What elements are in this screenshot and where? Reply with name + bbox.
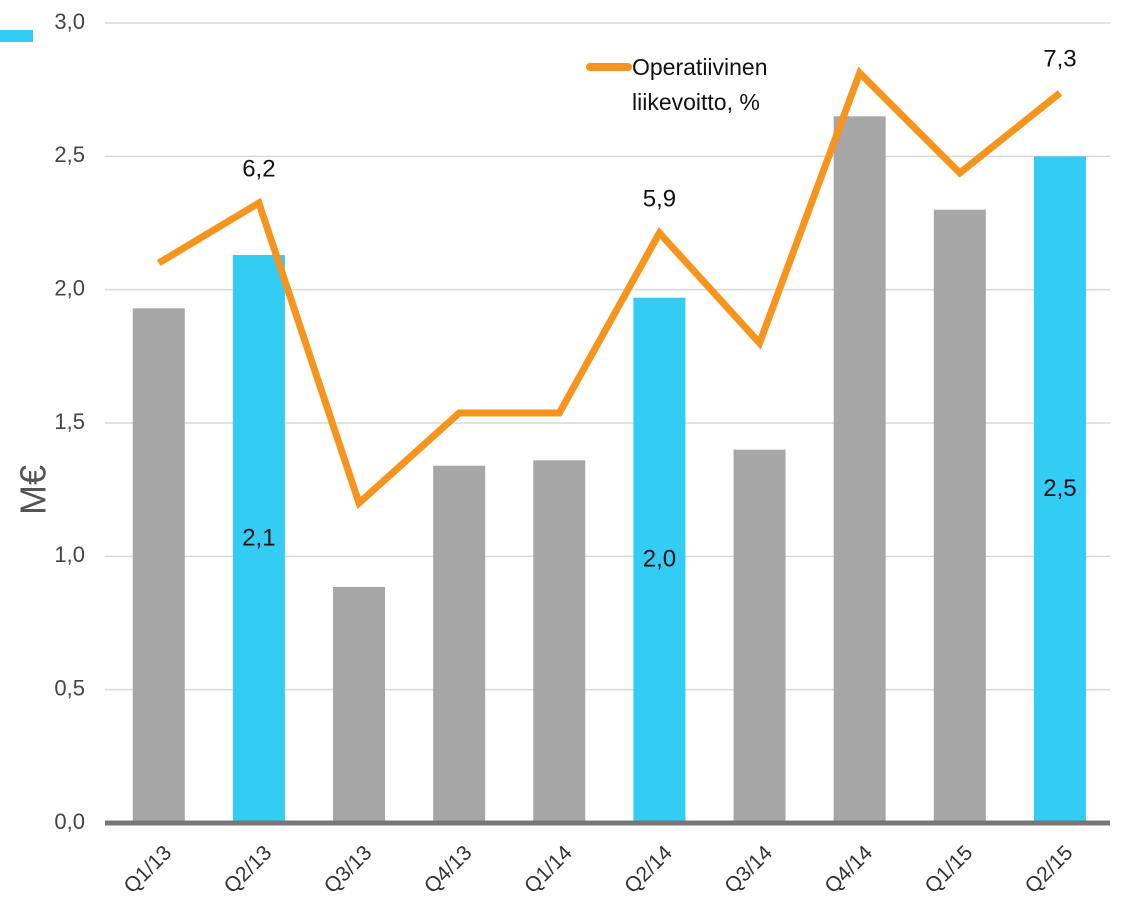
y-tick-label: 2,5 xyxy=(54,142,85,167)
x-tick-label: Q3/13 xyxy=(320,841,377,898)
x-tick-label: Q2/15 xyxy=(1021,841,1078,898)
bar xyxy=(333,587,386,823)
x-tick-label: Q1/15 xyxy=(921,841,978,898)
y-tick-label: 1,5 xyxy=(54,409,85,434)
x-tick-label: Q1/13 xyxy=(119,841,176,898)
line-value-label: 7,3 xyxy=(1043,45,1076,72)
x-tick-label: Q4/13 xyxy=(420,841,477,898)
bar xyxy=(733,449,786,823)
x-tick-label: Q3/14 xyxy=(720,841,777,898)
line xyxy=(156,66,1063,510)
x-tick-label: Q1/14 xyxy=(520,841,577,898)
y-tick-label: 2,0 xyxy=(54,275,85,300)
bar xyxy=(533,460,586,823)
x-tick-label: Q4/14 xyxy=(820,841,877,898)
bar xyxy=(232,255,285,823)
legend-swatch xyxy=(0,30,33,42)
legend-label: Operatiivinen liikevoitto, % xyxy=(632,54,768,115)
bar xyxy=(933,209,986,823)
x-tick-label: Q2/14 xyxy=(620,841,677,898)
y-tick-label: 3,0 xyxy=(54,9,85,34)
x-tick-label: Q2/13 xyxy=(220,841,277,898)
bar xyxy=(1033,156,1086,824)
bar-value-label: 2,0 xyxy=(643,546,676,573)
bar xyxy=(132,308,185,823)
y-tick-label: 0,0 xyxy=(54,809,85,834)
line-value-label: 5,9 xyxy=(643,185,676,212)
bar xyxy=(433,465,486,823)
line-value-label: 6,2 xyxy=(242,155,275,182)
bar-value-label: 2,5 xyxy=(1043,475,1076,502)
bar xyxy=(833,116,886,824)
y-tick-label: 1,0 xyxy=(54,542,85,567)
y-tick-label: 0,5 xyxy=(54,675,85,700)
bar-value-label: 2,1 xyxy=(242,524,275,551)
y-axis-label: M€ xyxy=(13,465,54,515)
bar xyxy=(633,297,686,824)
